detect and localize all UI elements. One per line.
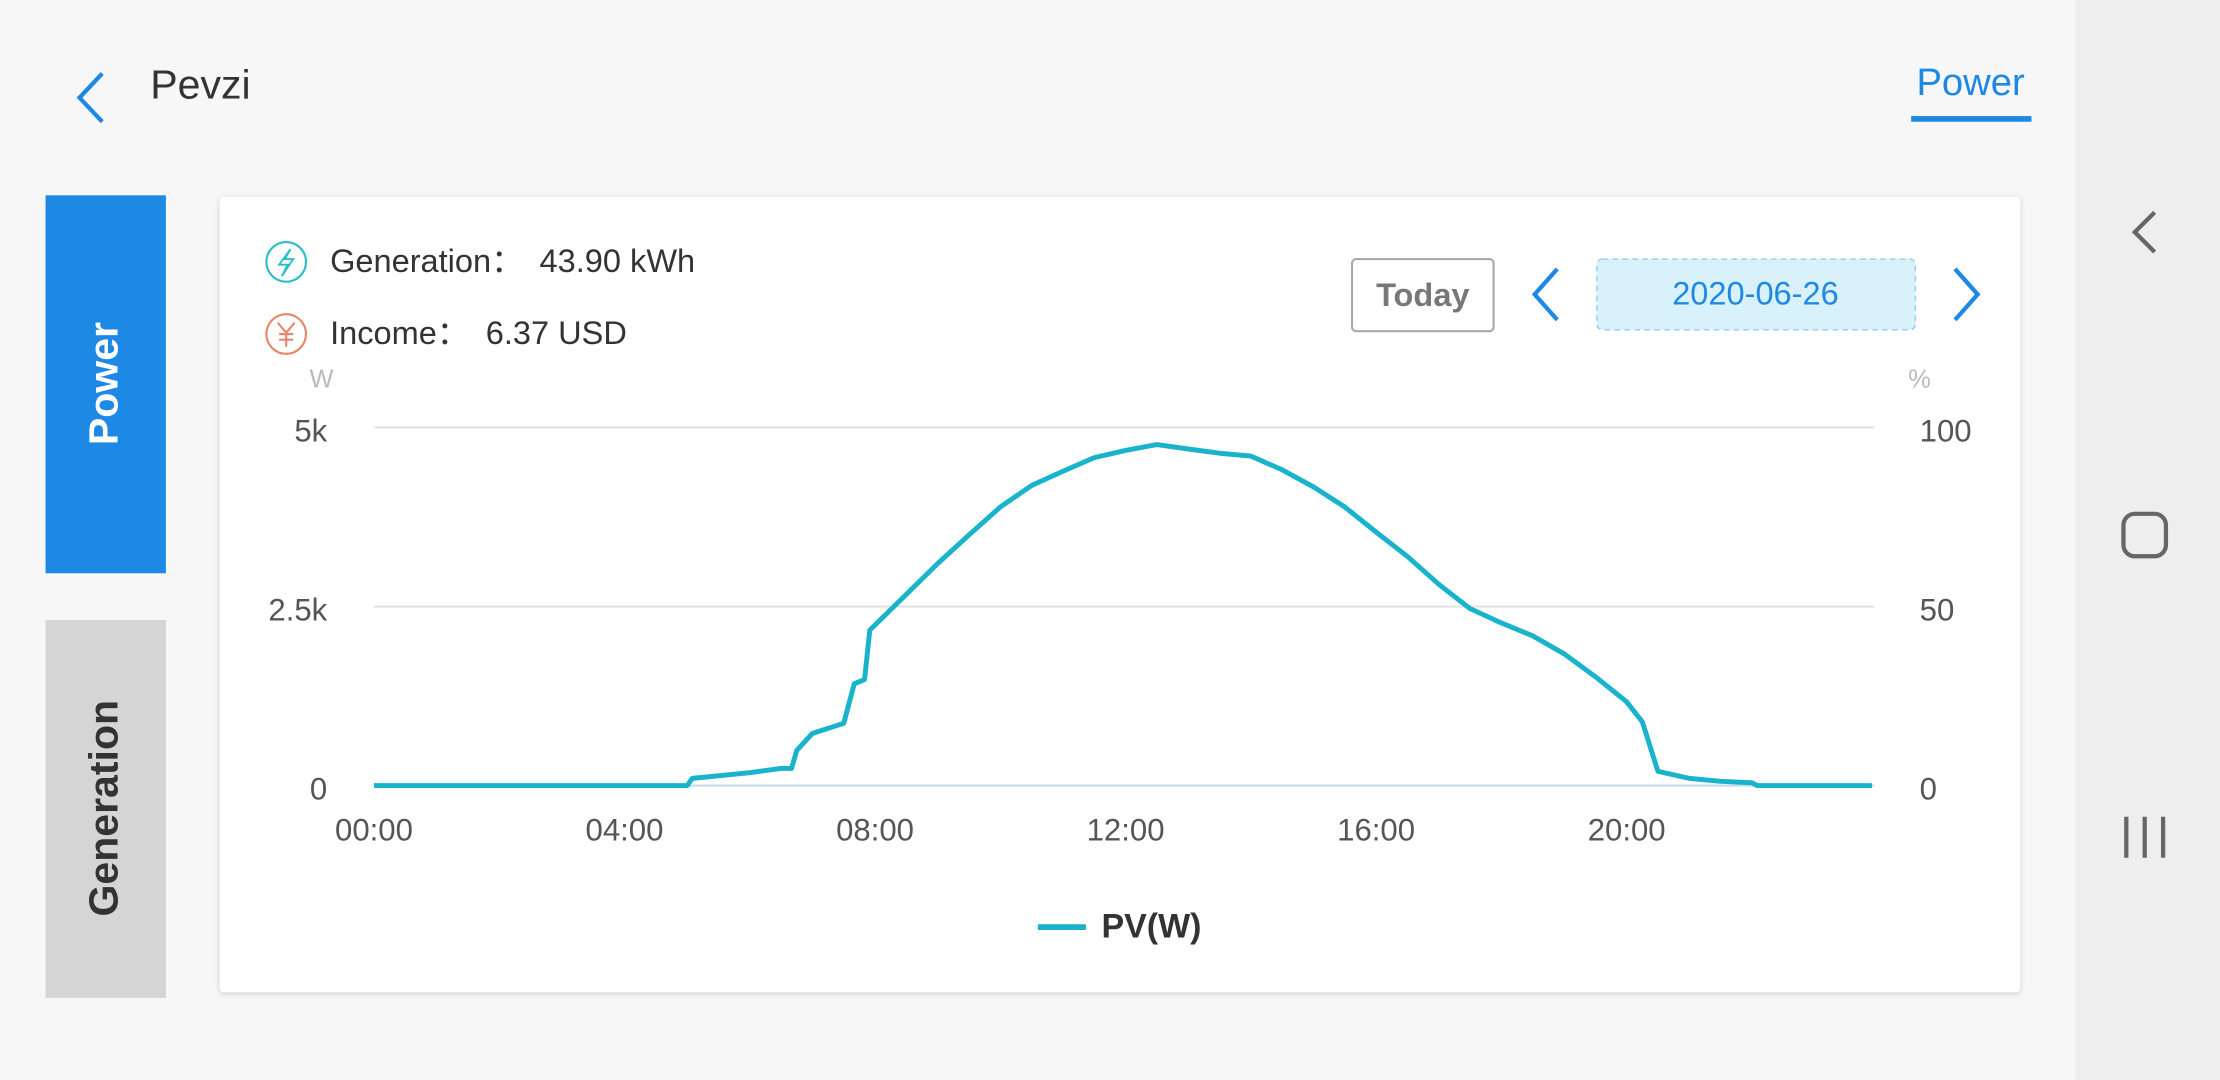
yen xyxy=(276,322,296,347)
tab-indicator xyxy=(1911,116,2032,122)
nav-home[interactable] xyxy=(2121,511,2169,559)
side-tab[interactable] xyxy=(45,619,166,998)
bolt xyxy=(277,248,295,277)
prev-date[interactable] xyxy=(1531,267,1559,322)
x-tick-label: 08:00 xyxy=(836,813,914,848)
y-tick-label: 0 xyxy=(310,771,327,806)
plot: W % 0 2.5k 5k 0 50 100 00:00 04:00 08:00 12:00 16:00… xyxy=(268,365,1971,945)
next-date[interactable] xyxy=(1953,267,1981,322)
legend-label: PV(W) xyxy=(1102,908,1202,946)
date-picker[interactable] xyxy=(1596,258,1917,331)
income-icon xyxy=(265,313,308,355)
income-label: Income： xyxy=(330,315,469,351)
top-tab[interactable]: Power xyxy=(1916,61,2025,104)
nav-bar xyxy=(2075,0,2220,1080)
today-label: Today xyxy=(1376,277,1469,313)
nav-recents[interactable] xyxy=(2124,816,2166,858)
side-tab-active[interactable] xyxy=(45,195,166,574)
y-tick-label: 5k xyxy=(294,413,327,448)
y2-tick-label: 50 xyxy=(1920,592,1955,627)
side-tab-label: Power xyxy=(80,322,126,445)
nav-back[interactable] xyxy=(2131,210,2157,254)
today-button[interactable] xyxy=(1350,257,1495,333)
date-label: 2020-06-26 xyxy=(1672,275,1839,311)
y2-unit: % xyxy=(1908,365,1931,393)
x-tick-label: 00:00 xyxy=(335,813,413,848)
x-tick-label: 04:00 xyxy=(586,813,664,848)
y-tick-label: 2.5k xyxy=(268,592,327,627)
series-line xyxy=(373,442,1872,789)
back-button[interactable] xyxy=(76,72,104,124)
generation-label: Generation： xyxy=(330,243,524,279)
chart-card xyxy=(219,196,2021,993)
page-title: Pevzi xyxy=(150,62,250,108)
x-tick-label: 20:00 xyxy=(1588,813,1666,848)
side-tab-label: Generation xyxy=(80,700,126,917)
x-tick-label: 16:00 xyxy=(1337,813,1415,848)
y2-tick-label: 100 xyxy=(1920,413,1972,448)
y-unit: W xyxy=(310,365,334,393)
x-tick-label: 12:00 xyxy=(1087,813,1165,848)
generation-value: 43.90 kWh xyxy=(540,243,696,279)
y2-tick-label: 0 xyxy=(1920,771,1937,806)
generation-icon xyxy=(265,240,308,283)
income-value: 6.37 USD xyxy=(486,315,627,351)
